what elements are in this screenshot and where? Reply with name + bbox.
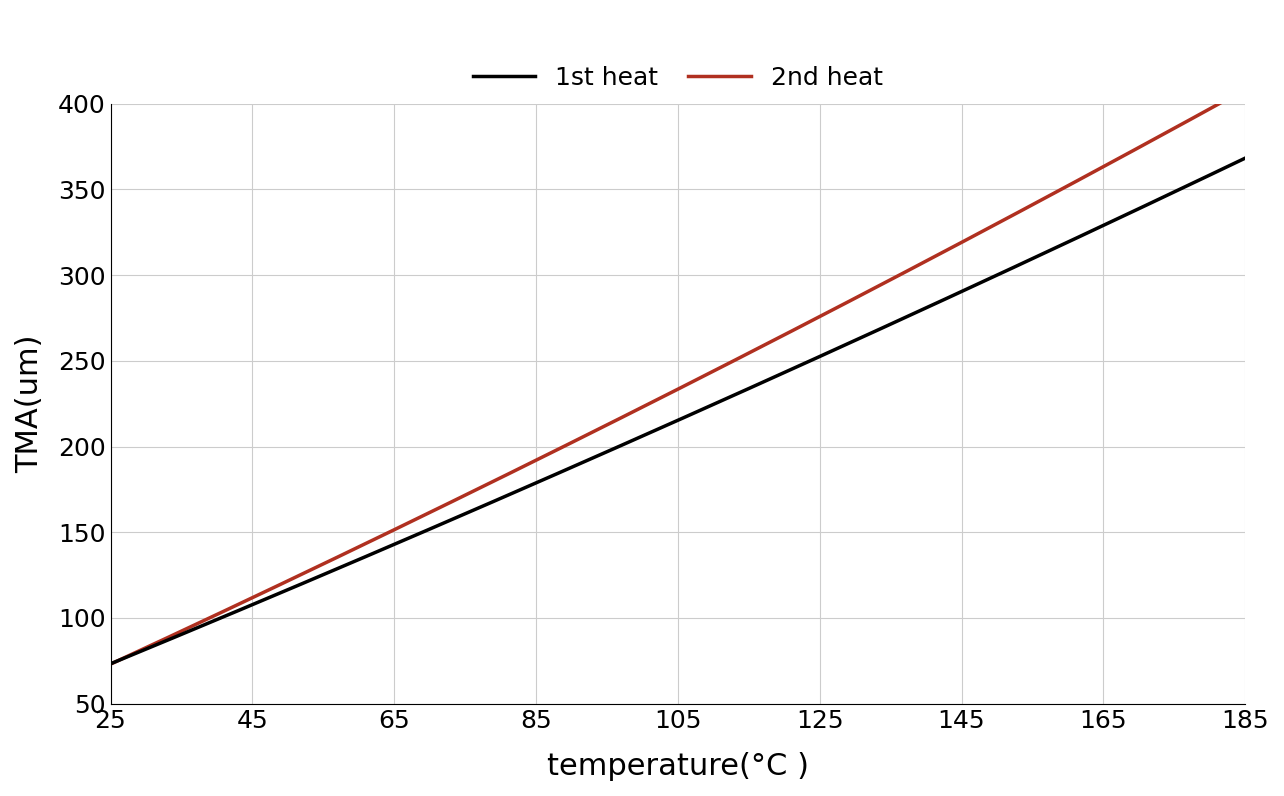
Line: 2nd heat: 2nd heat: [110, 89, 1245, 664]
Y-axis label: TMA(um): TMA(um): [15, 334, 44, 473]
1st heat: [103, 659, 118, 669]
2nd heat: [1211, 100, 1226, 109]
Line: 1st heat: 1st heat: [110, 158, 1245, 664]
2nd heat: [103, 659, 118, 669]
1st heat: [1211, 166, 1226, 176]
1st heat: [778, 367, 794, 377]
1st heat: [716, 395, 732, 404]
1st heat: [1032, 250, 1048, 259]
1st heat: [642, 428, 657, 438]
2nd heat: [642, 399, 657, 408]
X-axis label: temperature(°C ): temperature(°C ): [547, 752, 809, 781]
2nd heat: [716, 361, 732, 370]
1st heat: [1238, 154, 1253, 163]
1st heat: [648, 425, 664, 435]
Legend: 1st heat, 2nd heat: 1st heat, 2nd heat: [462, 56, 892, 100]
2nd heat: [1238, 84, 1253, 94]
2nd heat: [778, 330, 794, 339]
2nd heat: [1032, 196, 1048, 205]
2nd heat: [648, 396, 664, 405]
